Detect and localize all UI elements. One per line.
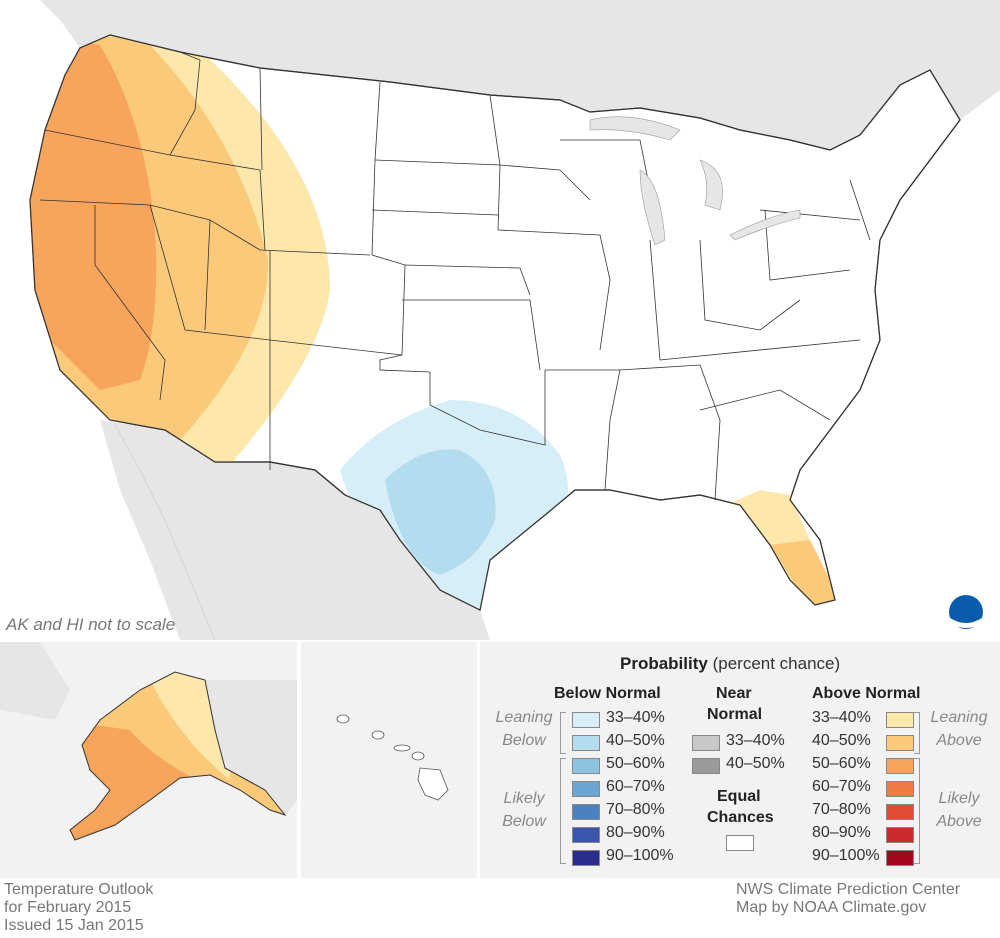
above-40-50-florida [770, 540, 840, 610]
canada-landmass [0, 0, 1000, 150]
equal-chances-heading-1: Equal [717, 788, 761, 805]
lake-huron [699, 159, 723, 211]
equal-chances-heading-2: Chances [707, 809, 774, 826]
below-normal-swatch [572, 712, 600, 728]
below-normal-swatch [572, 781, 600, 797]
above-normal-swatch [886, 850, 914, 866]
below-normal-swatch [572, 827, 600, 843]
likely-below-line-1: Likely [503, 790, 545, 807]
lake-erie [729, 209, 801, 241]
footer-right: NWS Climate Prediction Center Map by NOA… [736, 881, 960, 917]
below-normal-label: 50–60% [606, 755, 665, 772]
leaning-above-bracket [914, 712, 920, 754]
footer-issued: Issued 15 Jan 2015 [4, 917, 144, 934]
above-normal-label: 80–90% [812, 824, 871, 841]
hawaii-inset-frame [301, 642, 477, 878]
likely-above-bracket [914, 758, 920, 864]
likely-below-line-2: Below [502, 813, 546, 830]
below-normal-swatch [572, 735, 600, 751]
near-normal-label: 40–50% [726, 755, 785, 772]
footer-left: Temperature Outlook for February 2015 Is… [4, 881, 153, 935]
legend-title-bold: Probability [620, 654, 708, 673]
footer-source: NWS Climate Prediction Center [736, 881, 961, 898]
below-normal-swatch [572, 804, 600, 820]
likely-below-bracket [560, 758, 566, 864]
above-normal-label: 40–50% [812, 732, 871, 749]
hawaii-islands [336, 714, 449, 801]
canada-inset-landmass [205, 680, 297, 815]
near-normal-swatch [692, 758, 720, 774]
near-normal-heading-2: Normal [707, 706, 763, 723]
below-normal-label: 40–50% [606, 732, 665, 749]
footer-credit: Map by NOAA Climate.gov [736, 899, 927, 916]
above-normal-label: 70–80% [812, 801, 871, 818]
leaning-below-line-2: Below [502, 732, 546, 749]
noaa-logo [949, 595, 983, 629]
us-outline [29, 34, 961, 611]
above-normal-swatch [886, 804, 914, 820]
above-normal-swatch [886, 827, 914, 843]
near-normal-swatch [692, 735, 720, 751]
above-normal-label: 50–60% [812, 755, 871, 772]
below-normal-swatch [572, 850, 600, 866]
below-normal-label: 60–70% [606, 778, 665, 795]
above-normal-heading: Above Normal [812, 685, 921, 702]
below-normal-label: 70–80% [606, 801, 665, 818]
above-normal-swatch [886, 735, 914, 751]
legend-title: Probability (percent chance) [620, 654, 840, 674]
footer-period: for February 2015 [4, 899, 132, 916]
above-normal-label: 90–100% [812, 847, 880, 864]
above-normal-swatch [886, 758, 914, 774]
leaning-below-line-1: Leaning [495, 709, 553, 726]
state-boundaries [39, 51, 871, 501]
likely-above-label: Likely Above [924, 787, 994, 833]
alaska-outline [69, 671, 287, 841]
russia-inset-landmass [0, 642, 70, 720]
leaning-above-line-1: Leaning [930, 709, 988, 726]
equal-chances-swatch [726, 835, 754, 851]
lake-michigan [639, 169, 666, 246]
likely-above-line-1: Likely [938, 790, 980, 807]
legend: Probability (percent chance) Below Norma… [480, 642, 1000, 878]
below-40-50-texas [385, 449, 496, 575]
leaning-below-bracket [560, 712, 566, 754]
lake-superior [589, 116, 681, 141]
below-normal-label: 33–40% [606, 709, 665, 726]
mexico-landmass [100, 420, 490, 640]
near-normal-heading-1: Near [716, 685, 752, 702]
likely-below-label: Likely Below [485, 787, 563, 833]
footer-title: Temperature Outlook [4, 881, 154, 898]
below-normal-label: 90–100% [606, 847, 674, 864]
near-normal-label: 33–40% [726, 732, 785, 749]
scale-note: AK and HI not to scale [6, 615, 176, 634]
below-normal-heading: Below Normal [554, 685, 661, 702]
above-normal-label: 60–70% [812, 778, 871, 795]
above-normal-swatch [886, 781, 914, 797]
above-normal-label: 33–40% [812, 709, 871, 726]
leaning-below-label: Leaning Below [485, 706, 563, 752]
likely-above-line-2: Above [936, 813, 982, 830]
legend-title-rest: (percent chance) [707, 654, 841, 673]
below-normal-label: 80–90% [606, 824, 665, 841]
above-normal-swatch [886, 712, 914, 728]
below-normal-swatch [572, 758, 600, 774]
leaning-above-line-2: Above [936, 732, 982, 749]
leaning-above-label: Leaning Above [924, 706, 994, 752]
